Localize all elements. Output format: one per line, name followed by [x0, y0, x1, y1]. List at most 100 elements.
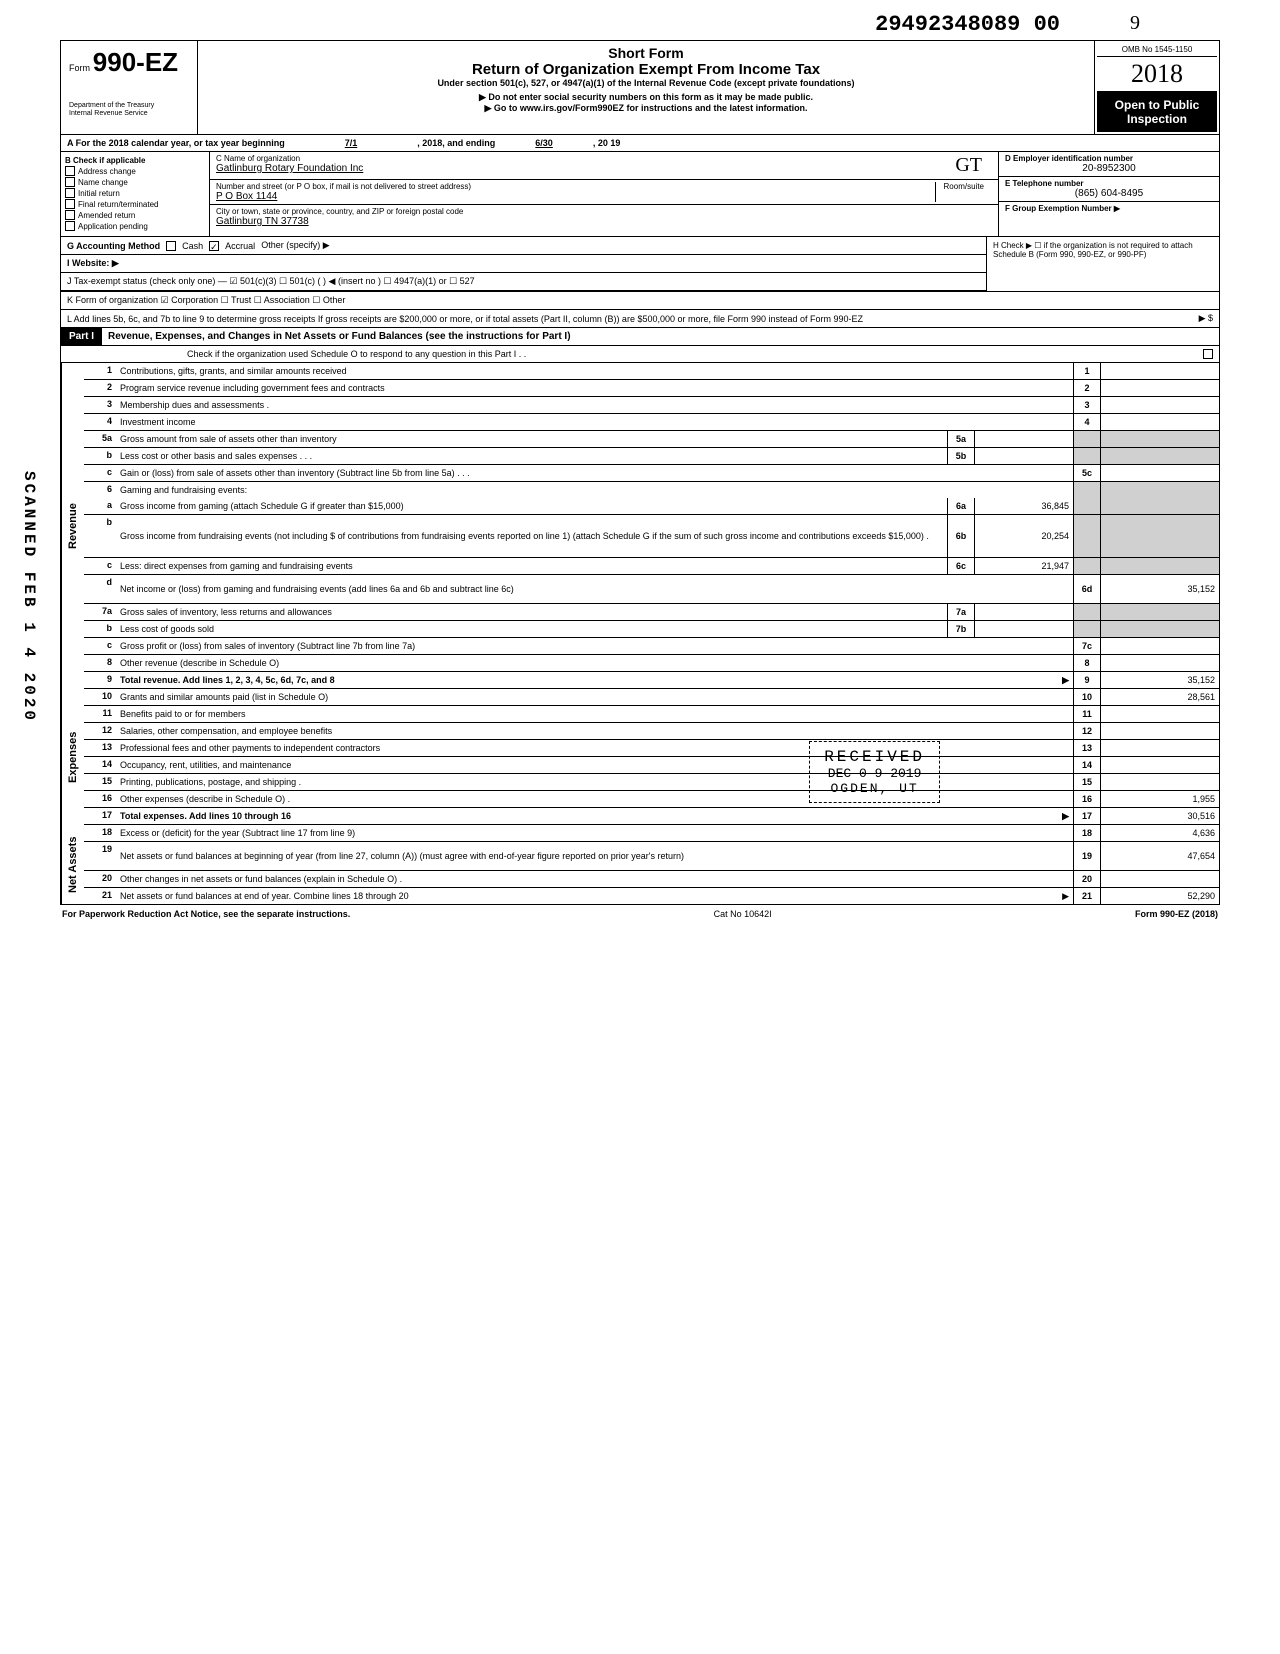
ln9-num: 9 [84, 672, 116, 688]
ln15-box: 15 [1073, 774, 1100, 790]
ln5a-shade [1073, 431, 1100, 447]
footer-right: Form 990-EZ (2018) [1135, 909, 1218, 919]
ln16-val: 1,955 [1100, 791, 1219, 807]
ln7a-iv [974, 604, 1073, 620]
ln17-num: 17 [84, 808, 116, 824]
ln9-val: 35,152 [1100, 672, 1219, 688]
ln5a-shade2 [1100, 431, 1219, 447]
ln2-num: 2 [84, 380, 116, 396]
ln18-box: 18 [1073, 825, 1100, 841]
chk-final[interactable] [65, 199, 75, 209]
ln15-num: 15 [84, 774, 116, 790]
ln5b-num: b [84, 448, 116, 464]
chk-amended-label: Amended return [78, 211, 135, 220]
part1-check: Check if the organization used Schedule … [187, 349, 526, 359]
ln8-text: Other revenue (describe in Schedule O) [116, 655, 1073, 671]
chk-amended[interactable] [65, 210, 75, 220]
ln7b-shade2 [1100, 621, 1219, 637]
ln6b-text: Gross income from fundraising events (no… [116, 515, 947, 557]
ln8-num: 8 [84, 655, 116, 671]
ln19-num: 19 [84, 842, 116, 870]
form-prefix: Form [69, 63, 90, 73]
ln6-num: 6 [84, 482, 116, 498]
ln7a-text: Gross sales of inventory, less returns a… [116, 604, 947, 620]
chk-address[interactable] [65, 166, 75, 176]
dln-number: 29492348089 00 [875, 12, 1060, 37]
part1-title: Revenue, Expenses, and Changes in Net As… [102, 328, 577, 345]
netassets-section: Net Assets 18Excess or (deficit) for the… [61, 825, 1219, 904]
row-j-label: J Tax-exempt status (check only one) — ☑… [67, 276, 475, 287]
ln6b-shade [1073, 515, 1100, 557]
ln7c-val [1100, 638, 1219, 654]
box-f-label: F Group Exemption Number ▶ [1005, 204, 1120, 213]
received-stamp: RECEIVED DEC 0 9 2019 OGDEN, UT [809, 741, 940, 803]
period-end: 6/30 [535, 138, 553, 148]
ln1-box: 1 [1073, 363, 1100, 379]
ln8-box: 8 [1073, 655, 1100, 671]
ln6c-num: c [84, 558, 116, 574]
chk-pending[interactable] [65, 221, 75, 231]
form-number: 990-EZ [93, 47, 178, 77]
chk-schedule-o[interactable] [1203, 349, 1213, 359]
chk-namechange-label: Name change [78, 178, 128, 187]
ln6d-val: 35,152 [1100, 575, 1219, 603]
chk-namechange[interactable] [65, 177, 75, 187]
page-footer: For Paperwork Reduction Act Notice, see … [60, 905, 1220, 923]
period-tail: , 20 19 [593, 138, 621, 148]
ln4-val [1100, 414, 1219, 430]
ln7a-num: 7a [84, 604, 116, 620]
chk-address-label: Address change [78, 167, 136, 176]
ln6d-text: Net income or (loss) from gaming and fun… [116, 575, 1073, 603]
main-title: Return of Organization Exempt From Incom… [206, 61, 1086, 78]
ln5b-text: Less cost or other basis and sales expen… [116, 448, 947, 464]
ln7b-iv [974, 621, 1073, 637]
ln21-box: 21 [1073, 888, 1100, 904]
omb-number: OMB No 1545-1150 [1097, 43, 1217, 57]
ln6b-iv: 20,254 [974, 515, 1073, 557]
ln7c-box: 7c [1073, 638, 1100, 654]
row-g-label: G Accounting Method [67, 241, 160, 251]
accrual-label: Accrual [225, 241, 255, 251]
ln17-val: 30,516 [1100, 808, 1219, 824]
row-l-label: L Add lines 5b, 6c, and 7b to line 9 to … [67, 314, 1193, 324]
ln5c-num: c [84, 465, 116, 481]
ln1-text: Contributions, gifts, grants, and simila… [116, 363, 1073, 379]
org-city: Gatlinburg TN 37738 [216, 216, 992, 227]
ln7b-num: b [84, 621, 116, 637]
footer-left: For Paperwork Reduction Act Notice, see … [62, 909, 350, 919]
ln21-val: 52,290 [1100, 888, 1219, 904]
ln6-text: Gaming and fundraising events: [116, 482, 1073, 498]
expenses-section: Expenses 10Grants and similar amounts pa… [61, 689, 1219, 825]
ln5a-text: Gross amount from sale of assets other t… [116, 431, 947, 447]
ln6c-ib: 6c [947, 558, 974, 574]
ln12-val [1100, 723, 1219, 739]
chk-initial[interactable] [65, 188, 75, 198]
row-i-label: I Website: ▶ [67, 258, 119, 269]
ssn-warning: ▶ Do not enter social security numbers o… [206, 92, 1086, 103]
period-row: A For the 2018 calendar year, or tax yea… [61, 135, 1219, 152]
ln5b-shade [1073, 448, 1100, 464]
handwritten-9: 9 [1130, 12, 1140, 35]
ln6c-text: Less: direct expenses from gaming and fu… [116, 558, 947, 574]
row-k-label: K Form of organization ☑ Corporation ☐ T… [67, 295, 345, 306]
phone: (865) 604-8495 [1005, 188, 1213, 199]
chk-initial-label: Initial return [78, 189, 120, 198]
ln6c-shade2 [1100, 558, 1219, 574]
ln20-val [1100, 871, 1219, 887]
ln11-text: Benefits paid to or for members [116, 706, 1073, 722]
ln4-box: 4 [1073, 414, 1100, 430]
ln5a-ib: 5a [947, 431, 974, 447]
ln1-val [1100, 363, 1219, 379]
chk-accrual[interactable]: ✓ [209, 241, 219, 251]
ln7b-ib: 7b [947, 621, 974, 637]
ln6a-iv: 36,845 [974, 498, 1073, 514]
chk-cash[interactable] [166, 241, 176, 251]
ln19-text: Net assets or fund balances at beginning… [116, 842, 1073, 870]
ln5c-box: 5c [1073, 465, 1100, 481]
ln13-box: 13 [1073, 740, 1100, 756]
revenue-section: Revenue 1Contributions, gifts, grants, a… [61, 363, 1219, 689]
ln15-val [1100, 774, 1219, 790]
ln12-num: 12 [84, 723, 116, 739]
ln3-text: Membership dues and assessments . [116, 397, 1073, 413]
ln6a-num: a [84, 498, 116, 514]
